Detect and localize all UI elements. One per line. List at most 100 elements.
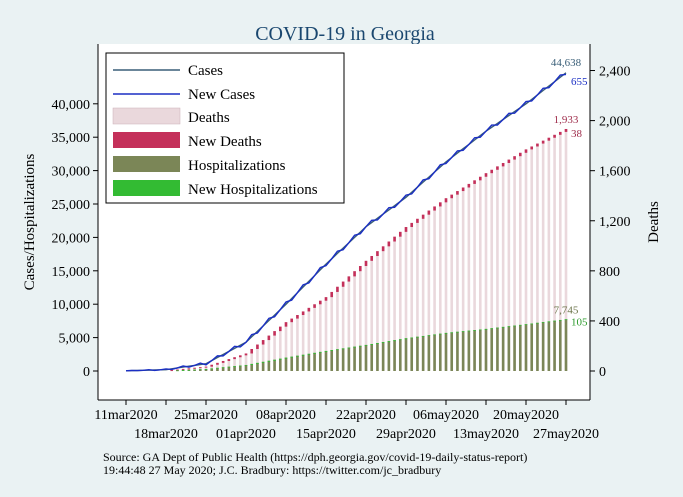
deaths-bar <box>564 128 568 371</box>
new-hospitalizations-bar <box>181 370 185 371</box>
y-tick-label: 5,000 <box>59 332 91 347</box>
deaths-bar <box>444 198 448 371</box>
new-hospitalizations-bar <box>244 364 248 366</box>
hospitalizations-bar <box>244 364 248 371</box>
deaths-bar <box>501 162 505 371</box>
new-deaths-bar <box>296 315 299 319</box>
new-deaths-bar <box>204 366 208 368</box>
y-tick-label: 35,000 <box>52 131 91 146</box>
hospitalizations-bar <box>370 343 374 371</box>
hospitalizations-bar <box>267 360 271 371</box>
new-hospitalizations-bar <box>421 335 425 337</box>
deaths-bar <box>364 260 368 371</box>
new-deaths-bar <box>301 311 305 316</box>
new-hospitalizations-end-label: 105 <box>571 316 588 328</box>
new-deaths-bar <box>193 367 196 369</box>
deaths-bar <box>438 202 442 371</box>
deaths-bar <box>524 149 528 371</box>
new-hospitalizations-bar <box>438 333 442 335</box>
deaths-bar <box>427 210 431 371</box>
hospitalizations-bar <box>450 332 454 371</box>
new-hospitalizations-bar <box>324 350 328 352</box>
new-hospitalizations-bar <box>330 350 334 351</box>
hospitalizations-bar <box>421 335 425 371</box>
hospitalizations-bar <box>427 335 431 371</box>
deaths-bar <box>381 246 385 371</box>
new-hospitalizations-bar <box>564 319 568 321</box>
hospitalizations-bar <box>227 366 231 371</box>
hospitalizations-bar <box>330 350 334 371</box>
x-tick-label: 22apr2020 <box>336 408 396 423</box>
new-deaths-bar <box>433 206 436 211</box>
hospitalizations-bar <box>273 359 276 371</box>
new-cases-line <box>125 73 567 372</box>
new-deaths-bar <box>513 156 516 160</box>
hospitalizations-bar <box>221 367 225 371</box>
deaths-bar <box>541 140 545 371</box>
deaths-bar <box>227 359 231 371</box>
new-deaths-bar <box>404 227 408 232</box>
new-deaths-bar <box>456 191 459 195</box>
y2-axis-label: Deaths <box>646 201 662 243</box>
hospitalizations-bar <box>278 358 282 371</box>
new-deaths-bar <box>313 304 316 308</box>
new-hospitalizations-bar <box>284 357 288 359</box>
hospitalizations-bar <box>553 320 556 371</box>
deaths-bar <box>324 297 328 371</box>
deaths-bar <box>518 152 522 371</box>
deaths-bar <box>558 131 562 371</box>
new-deaths-bar <box>536 143 539 147</box>
new-hospitalizations-bar <box>376 343 379 344</box>
hospitalizations-bar <box>410 337 414 371</box>
y2-tick-label: 1,200 <box>599 215 631 230</box>
new-hospitalizations-bar <box>507 326 511 328</box>
new-deaths-bar <box>547 137 551 141</box>
new-hospitalizations-bar <box>221 367 225 369</box>
new-hospitalizations-bar <box>536 322 539 324</box>
new-deaths-bar <box>250 349 254 354</box>
hospitalizations-bar <box>307 353 311 371</box>
deaths-bar <box>181 368 185 371</box>
new-hospitalizations-bar <box>513 325 516 327</box>
y-tick-label: 15,000 <box>52 265 91 280</box>
x-tick-label: 01apr2020 <box>216 427 276 442</box>
new-hospitalizations-bar <box>250 363 254 365</box>
deaths-bar <box>398 231 402 371</box>
deaths-bar <box>273 331 276 371</box>
new-deaths-bar <box>478 176 482 181</box>
y-tick-label: 25,000 <box>52 198 91 213</box>
legend-cases: Cases <box>188 63 223 79</box>
new-hospitalizations-bar <box>176 370 179 372</box>
hospitalizations-bar <box>444 332 448 371</box>
hospitalizations-bar <box>404 338 408 371</box>
timestamp-note: 19:44:48 27 May 2020; J.C. Bradbury: htt… <box>103 463 441 477</box>
hospitalizations-bar <box>301 354 305 371</box>
new-deaths-bar <box>507 159 511 163</box>
deaths-bar <box>496 166 499 371</box>
hospitalizations-bar <box>478 329 482 371</box>
hospitalizations-bar <box>387 341 391 371</box>
new-deaths-bar <box>187 368 191 370</box>
hospitalizations-bar <box>290 356 294 371</box>
y2-tick-label: 400 <box>599 315 620 330</box>
new-hospitalizations-bar <box>450 332 454 334</box>
hospitalizations-bar <box>318 351 322 371</box>
new-hospitalizations-bar <box>261 361 265 363</box>
new-hospitalizations-bar <box>547 321 551 323</box>
new-deaths-bar <box>541 140 545 144</box>
deaths-bar <box>221 360 225 371</box>
y-tick-label: 20,000 <box>52 231 91 246</box>
new-deaths-bar <box>176 369 179 371</box>
new-deaths-bar <box>518 152 522 157</box>
legend-hospitalizations-swatch <box>113 156 180 172</box>
hospitalizations-bar <box>496 327 499 371</box>
deaths-bar <box>484 173 488 371</box>
hospitalizations-bar <box>530 323 534 371</box>
new-hospitalizations-bar <box>381 342 385 344</box>
deaths-bar <box>461 187 465 371</box>
new-deaths-bar <box>267 335 271 341</box>
cases-end-label: 44,638 <box>551 57 582 69</box>
new-deaths-bar <box>530 146 534 150</box>
new-deaths-bar <box>181 368 185 370</box>
